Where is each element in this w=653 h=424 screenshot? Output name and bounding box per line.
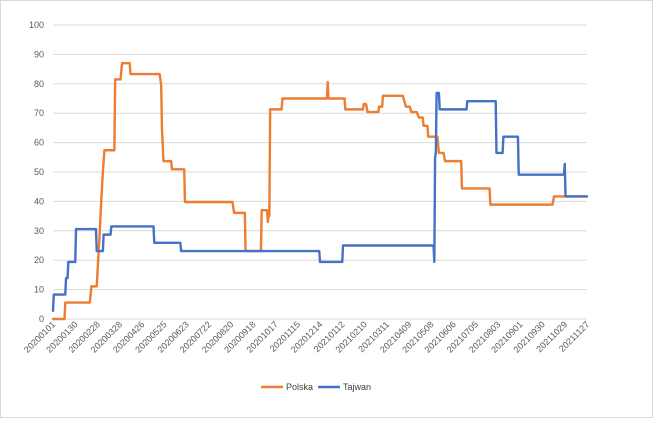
legend: Polska Tajwan [261, 382, 371, 392]
y-tick-label: 10 [34, 285, 44, 295]
y-tick-label: 20 [34, 255, 44, 265]
series-line-polska [51, 62, 589, 321]
y-tick-label: 80 [34, 79, 44, 89]
gridlines [53, 24, 587, 320]
series-line-tajwan [51, 91, 589, 312]
y-tick-label: 100 [29, 20, 44, 30]
series-lines [51, 62, 589, 321]
legend-label-polska: Polska [286, 382, 313, 392]
y-tick-label: 40 [34, 196, 44, 206]
y-tick-label: 90 [34, 49, 44, 59]
y-tick-label: 50 [34, 167, 44, 177]
x-axis-ticks: 2020010120200130202002282020032820200426… [22, 319, 591, 354]
y-axis-ticks: 0 10 20 30 40 50 60 70 80 90 100 [29, 20, 44, 324]
y-tick-label: 30 [34, 226, 44, 236]
legend-label-tajwan: Tajwan [343, 382, 371, 392]
y-tick-label: 70 [34, 108, 44, 118]
y-tick-label: 60 [34, 138, 44, 148]
y-tick-label: 0 [39, 314, 44, 324]
